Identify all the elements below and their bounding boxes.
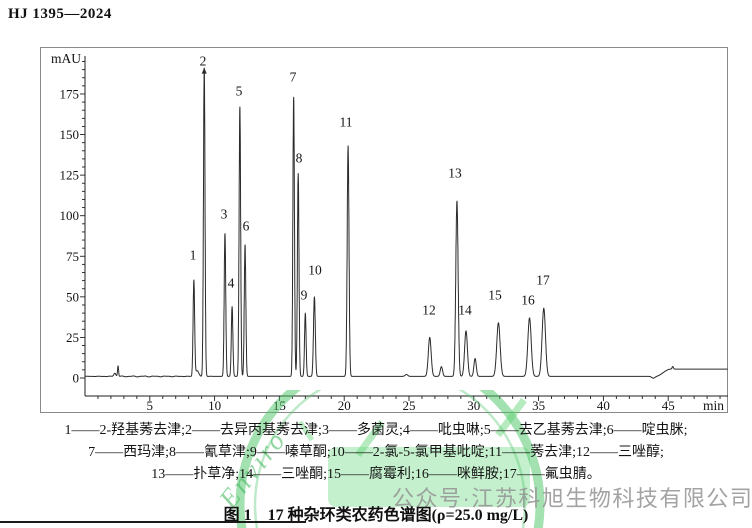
peak-label-4: 4 (228, 276, 235, 291)
chromatogram-chart: 0 25 50 75 100 125 150 175 5 10 15 20 25 30 35 40 45 mAU m… (40, 47, 729, 413)
svg-text:125: 125 (60, 168, 80, 183)
legend-line-2: 7——西玛津;8——氰草津;9——嗪草酮;10——2-氯-5-氯甲基吡啶;11—… (88, 445, 664, 460)
peak-label-13: 13 (448, 166, 462, 181)
svg-text:40: 40 (597, 398, 610, 413)
peak-label-10: 10 (308, 263, 322, 278)
svg-text:175: 175 (60, 86, 80, 101)
svg-text:mAU: mAU (51, 51, 81, 66)
peak-label-1: 1 (190, 248, 197, 263)
legend-line-1: 1——2-羟基莠去津;2——去异丙基莠去津;3——多菌灵;4——吡虫啉;5——去… (64, 423, 688, 438)
peak-label-7: 7 (290, 70, 297, 85)
svg-text:50: 50 (66, 289, 79, 304)
svg-text:min: min (703, 398, 724, 413)
document-code: HJ 1395—2024 (8, 6, 112, 22)
peak-label-16: 16 (521, 293, 535, 308)
peak-label-12: 12 (422, 303, 436, 318)
svg-text:20: 20 (338, 398, 351, 413)
svg-text:45: 45 (662, 398, 675, 413)
peak-label-2: 2 (200, 54, 207, 69)
svg-text:75: 75 (66, 249, 79, 264)
svg-text:150: 150 (60, 127, 80, 142)
peak-label-9: 9 (301, 288, 308, 303)
peak-label-8: 8 (296, 151, 303, 166)
footer-rule (0, 521, 306, 523)
svg-text:100: 100 (60, 208, 80, 223)
peak-label-14: 14 (458, 303, 472, 318)
peak-label-6: 6 (243, 219, 250, 234)
peak-label-15: 15 (488, 288, 502, 303)
peak-label-5: 5 (236, 84, 243, 99)
peak-label-3: 3 (221, 207, 228, 222)
svg-text:30: 30 (467, 398, 480, 413)
svg-text:15: 15 (273, 398, 286, 413)
svg-text:35: 35 (532, 398, 545, 413)
svg-text:10: 10 (208, 398, 221, 413)
svg-text:5: 5 (147, 398, 154, 413)
peak-label-17: 17 (536, 273, 550, 288)
figure-caption: 图 1 17 种杂环类农药色谱图(ρ=25.0 mg/L) (223, 507, 529, 524)
peak-label-11: 11 (340, 115, 353, 130)
svg-text:25: 25 (403, 398, 416, 413)
svg-text:25: 25 (66, 330, 79, 345)
svg-text:0: 0 (73, 371, 80, 386)
legend-line-3: 13——扑草净;14——三唑酮;15——腐霉利;16——咪鲜胺;17——氟虫腈。 (151, 467, 601, 482)
